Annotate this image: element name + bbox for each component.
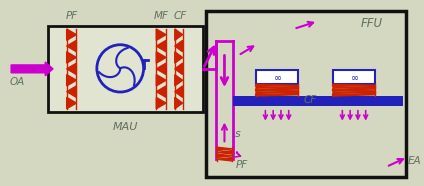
Text: CF: CF: [174, 11, 187, 21]
Polygon shape: [67, 86, 76, 97]
Polygon shape: [175, 63, 183, 75]
Polygon shape: [175, 97, 183, 109]
Polygon shape: [332, 91, 375, 94]
Text: CF: CF: [303, 95, 317, 105]
Text: $\infty$: $\infty$: [349, 72, 359, 82]
Polygon shape: [156, 40, 166, 52]
Polygon shape: [217, 154, 232, 158]
Polygon shape: [332, 89, 375, 91]
Polygon shape: [175, 29, 183, 40]
Bar: [332, 70, 375, 84]
Polygon shape: [256, 89, 298, 91]
Polygon shape: [67, 29, 76, 40]
Polygon shape: [175, 75, 183, 86]
Polygon shape: [156, 75, 166, 86]
Polygon shape: [332, 86, 375, 89]
Text: FFU: FFU: [360, 17, 382, 30]
Polygon shape: [67, 40, 76, 52]
Polygon shape: [332, 94, 375, 96]
Polygon shape: [156, 63, 166, 75]
Text: $\infty$: $\infty$: [273, 72, 282, 82]
Polygon shape: [175, 86, 183, 97]
Polygon shape: [67, 75, 76, 86]
FancyArrow shape: [11, 62, 53, 76]
Bar: [206, 11, 406, 177]
Polygon shape: [256, 94, 298, 96]
Text: s: s: [235, 129, 241, 139]
Polygon shape: [175, 52, 183, 63]
Polygon shape: [256, 91, 298, 94]
Bar: [233, 96, 403, 106]
Polygon shape: [67, 97, 76, 109]
Polygon shape: [67, 52, 76, 63]
Text: PF: PF: [236, 160, 248, 170]
Text: MAU: MAU: [113, 122, 138, 132]
Polygon shape: [217, 158, 232, 161]
Polygon shape: [156, 97, 166, 109]
Text: OA: OA: [9, 77, 25, 87]
Bar: [48, 26, 203, 112]
Polygon shape: [175, 40, 183, 52]
Text: MF: MF: [153, 11, 169, 21]
Polygon shape: [256, 84, 298, 86]
Polygon shape: [156, 29, 166, 40]
Bar: [256, 70, 298, 84]
Text: PF: PF: [65, 11, 78, 21]
Polygon shape: [156, 86, 166, 97]
Polygon shape: [67, 63, 76, 75]
Polygon shape: [156, 52, 166, 63]
Polygon shape: [217, 147, 232, 151]
Polygon shape: [256, 86, 298, 89]
Polygon shape: [217, 151, 232, 154]
Text: EA: EA: [407, 156, 421, 166]
Polygon shape: [332, 84, 375, 86]
